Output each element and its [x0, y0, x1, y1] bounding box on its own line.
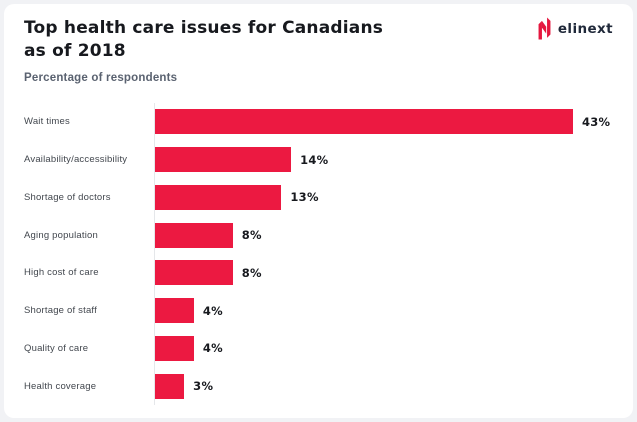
- bar-chart: Wait times 43% Availability/accessibilit…: [4, 103, 633, 405]
- chart-subtitle: Percentage of respondents: [24, 72, 178, 84]
- bar: [155, 222, 233, 248]
- bar: [155, 335, 194, 361]
- bar-value-label: 3%: [193, 379, 214, 394]
- bar: [155, 147, 292, 173]
- bar-row: Shortage of staff 4%: [4, 291, 633, 330]
- bar-track: 4%: [154, 329, 633, 368]
- bar-track: 8%: [154, 216, 633, 254]
- bar-category-label: Aging population: [24, 229, 98, 241]
- bar-category-label: Wait times: [24, 116, 70, 128]
- bar-category-label: Health coverage: [24, 380, 97, 392]
- bar-row: Quality of care 4%: [4, 329, 633, 368]
- chart-card: Top health care issues for Canadians as …: [4, 4, 633, 418]
- bar-value-label: 8%: [241, 265, 262, 280]
- bar-track: 8%: [154, 254, 633, 292]
- bar-value-label: 4%: [202, 341, 223, 356]
- page-title-line-1: Top health care issues for Canadians: [24, 18, 384, 38]
- bar-track: 3%: [154, 367, 633, 405]
- bar: [155, 184, 282, 210]
- bar: [155, 260, 233, 286]
- bar-row: High cost of care 8%: [4, 254, 633, 292]
- page-title: Top health care issues for Canadians as …: [24, 17, 621, 63]
- bar-track: 13%: [154, 178, 633, 217]
- page-title-line-2: as of 2018: [24, 41, 126, 61]
- bar-row: Shortage of doctors 13%: [4, 178, 633, 217]
- bar-value-label: 43%: [581, 114, 611, 129]
- elinext-logo-text: elinext: [557, 20, 613, 37]
- bar-value-label: 14%: [300, 152, 329, 167]
- elinext-n-icon: [536, 17, 553, 40]
- bar-row: Availability/accessibility 14%: [4, 140, 633, 179]
- bar-category-label: Shortage of staff: [24, 305, 97, 317]
- bar-track: 43%: [154, 103, 633, 141]
- bar: [155, 109, 573, 135]
- bar-category-label: Availability/accessibility: [24, 154, 128, 166]
- bar-category-label: High cost of care: [24, 267, 99, 279]
- bar-value-label: 4%: [202, 303, 223, 318]
- bar-row: Health coverage 3%: [4, 367, 633, 405]
- bar-rows: Wait times 43% Availability/accessibilit…: [4, 103, 633, 405]
- bar-category-label: Shortage of doctors: [24, 191, 111, 203]
- bar: [155, 298, 194, 324]
- bar-row: Wait times 43%: [4, 103, 633, 141]
- bar-category-label: Quality of care: [24, 342, 89, 354]
- bar: [155, 373, 185, 399]
- bar-value-label: 8%: [241, 228, 262, 243]
- bar-row: Aging population 8%: [4, 216, 633, 254]
- bar-value-label: 13%: [290, 190, 319, 205]
- elinext-logo: elinext: [536, 17, 613, 40]
- bar-track: 4%: [154, 291, 633, 330]
- bar-track: 14%: [154, 140, 633, 179]
- chart-header: Top health care issues for Canadians as …: [24, 17, 621, 84]
